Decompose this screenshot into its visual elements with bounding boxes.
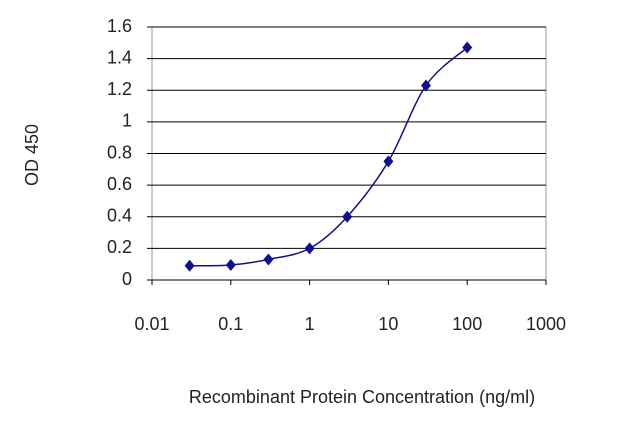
- point: [383, 155, 394, 168]
- y-tick-label: 1.4: [107, 47, 132, 67]
- y-tick-label: 0: [122, 269, 132, 289]
- y-tick-label: 0.6: [107, 174, 132, 194]
- point: [342, 210, 353, 223]
- y-tick-label: 0.4: [107, 206, 132, 226]
- x-tick-label: 100: [452, 314, 482, 334]
- y-tick-label: 1.6: [107, 16, 132, 36]
- x-tick-label: 0.1: [218, 314, 243, 334]
- x-tick-label: 0.01: [134, 314, 169, 334]
- y-tick-label: 1.2: [107, 79, 132, 99]
- point: [420, 79, 431, 92]
- point: [263, 253, 274, 266]
- point: [184, 259, 195, 272]
- curve: [189, 46, 468, 267]
- point: [304, 242, 315, 255]
- y-tick-label: 0.2: [107, 237, 132, 257]
- point: [462, 41, 473, 54]
- y-axis-label: OD 450: [22, 124, 42, 186]
- point: [225, 258, 236, 271]
- y-tick-label: 1: [122, 111, 132, 131]
- x-tick-label: 1000: [526, 314, 566, 334]
- x-axis-label: Recombinant Protein Concentration (ng/ml…: [189, 387, 535, 407]
- y-tick-label: 0.8: [107, 142, 132, 162]
- x-tick-label: 10: [378, 314, 398, 334]
- x-tick-label: 1: [305, 314, 315, 334]
